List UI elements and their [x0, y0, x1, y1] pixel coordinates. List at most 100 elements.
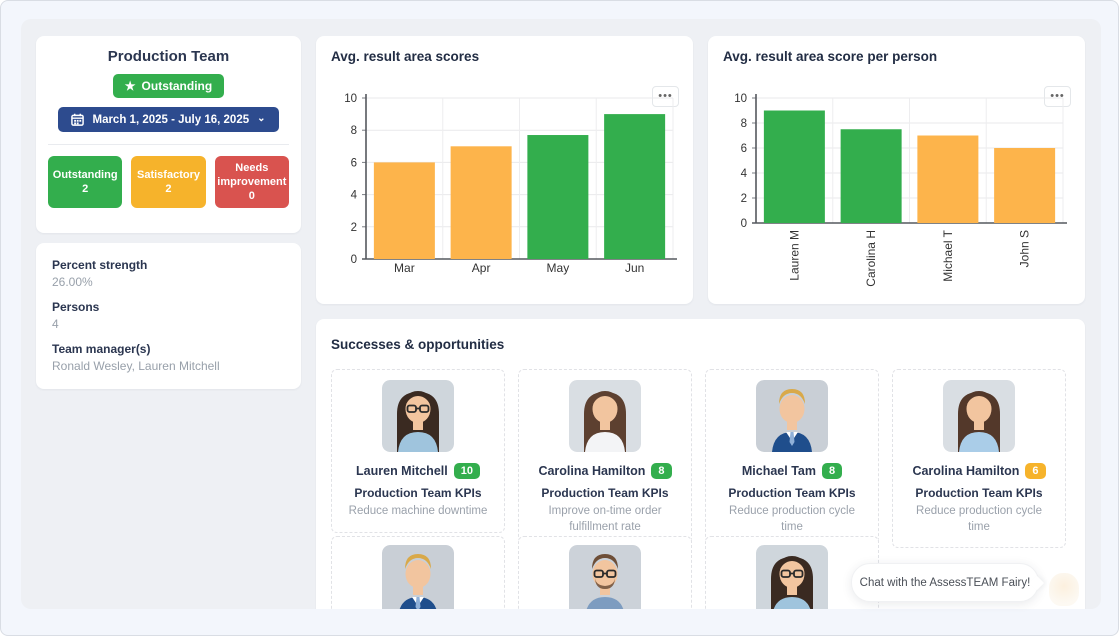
person-avatar: [569, 545, 641, 609]
kpi-label: Production Team KPIs: [728, 486, 856, 500]
stat-label: Needs improvement: [217, 161, 287, 188]
person-avatar: [756, 380, 828, 452]
svg-text:6: 6: [741, 143, 747, 155]
stat-label: Satisfactory: [137, 168, 200, 181]
ellipsis-icon: •••: [1050, 90, 1065, 102]
name-row: Lauren Mitchell 10: [340, 463, 496, 479]
info-field-label: Team manager(s): [52, 342, 151, 356]
bar-may[interactable]: [527, 135, 589, 259]
success-cards-row-1: Lauren Mitchell 10 Production Team KPIs Red…: [331, 369, 1066, 549]
svg-text:4: 4: [351, 190, 358, 202]
score-badge: 8: [821, 463, 843, 479]
stat-value: 2: [82, 183, 89, 195]
success-card-michael-tam[interactable]: Michael Tam 8 Production Team KPIs Reduce p…: [705, 369, 879, 549]
svg-text:2: 2: [741, 193, 747, 205]
score-badge: 8: [651, 463, 672, 479]
person-name: Carolina Hamilton: [538, 464, 646, 478]
bar-chart-monthly: 0 2 4 6 8 10 Mar Apr May Jun: [344, 93, 677, 275]
bar-michael-t[interactable]: [917, 135, 979, 224]
success-card-partial[interactable]: [705, 536, 879, 609]
x-tick-label: Mar: [394, 261, 415, 275]
x-tick-label: Jun: [625, 261, 644, 275]
person-name: Lauren Mitchell: [356, 464, 448, 478]
rating-stat-boxes: Outstanding 2 Satisfactory 2 Needs improveme…: [48, 156, 289, 208]
person-avatar: [756, 545, 828, 609]
fairy-ghost-icon: [1049, 573, 1079, 606]
kpi-description: Reduce machine downtime: [348, 505, 488, 517]
x-tick-label: John S: [1018, 230, 1032, 267]
bar-chart-per-person: 0 2 4 6 8 10 Lauren M Carolina H Michael T John S: [734, 93, 1067, 287]
kpi-description: Reduce production cycle time: [916, 505, 1042, 533]
stat-box-needs-improvement[interactable]: Needs improvement 0: [214, 156, 289, 208]
success-card-carolina-hamilton[interactable]: Carolina Hamilton 6 Production Team KPIs Re…: [892, 369, 1066, 549]
info-field-label: Percent strength: [52, 258, 148, 272]
success-card-carolina-hamilton[interactable]: Carolina Hamilton 8 Production Team KPIs Im…: [518, 369, 692, 549]
info-field-value: 26.00%: [52, 275, 93, 289]
stat-box-outstanding[interactable]: Outstanding 2: [48, 156, 123, 208]
chart-menu-button[interactable]: •••: [1044, 86, 1071, 107]
info-field: Persons 4: [52, 300, 285, 331]
x-tick-label: Carolina H: [864, 230, 878, 287]
person-avatar: [569, 380, 641, 452]
ellipsis-icon: •••: [658, 90, 673, 102]
kpi-label: Production Team KPIs: [915, 486, 1043, 500]
name-row: Carolina Hamilton 6: [901, 463, 1057, 479]
kpi-description: Improve on-time order fulfillment rate: [548, 505, 662, 533]
avg-result-area-score-per-person-card: Avg. result area score per person ••• 0 2…: [708, 36, 1085, 304]
chart-title: Avg. result area scores: [331, 49, 480, 64]
successes-opportunities-card: Successes & opportunities Lauren Mitchel…: [316, 319, 1085, 609]
content-panel: Production Team ★ Outstanding: [21, 19, 1101, 609]
person-avatar: [382, 545, 454, 609]
avg-result-area-scores-card: Avg. result area scores ••• 0 2 4 6 8 10 Mar Ap…: [316, 36, 693, 304]
svg-text:4: 4: [741, 168, 748, 180]
svg-text:0: 0: [741, 218, 747, 230]
stat-box-satisfactory[interactable]: Satisfactory 2: [131, 156, 206, 208]
kpi-description: Reduce production cycle time: [729, 505, 855, 533]
success-card-lauren-mitchell[interactable]: Lauren Mitchell 10 Production Team KPIs Red…: [331, 369, 505, 533]
bar-john-s[interactable]: [994, 148, 1056, 223]
svg-text:10: 10: [344, 93, 357, 105]
success-card-partial[interactable]: [331, 536, 505, 609]
star-icon: ★: [124, 79, 136, 93]
svg-text:8: 8: [351, 125, 357, 137]
chat-bubble-label: Chat with the AssessTEAM Fairy!: [859, 576, 1031, 589]
team-summary-card: Production Team ★ Outstanding: [36, 36, 301, 233]
person-name: Carolina Hamilton: [912, 464, 1020, 478]
kpi-label: Production Team KPIs: [541, 486, 669, 500]
svg-text:8: 8: [741, 118, 747, 130]
rating-badge[interactable]: ★ Outstanding: [112, 74, 225, 98]
chart-menu-button[interactable]: •••: [652, 86, 679, 107]
x-tick-label: Apr: [472, 261, 491, 275]
bar-jun[interactable]: [604, 114, 666, 259]
info-field: Team manager(s) Ronald Wesley, Lauren Mit…: [52, 342, 285, 373]
score-badge: 6: [1025, 463, 1046, 479]
svg-text:10: 10: [734, 93, 747, 105]
bar-mar[interactable]: [373, 162, 435, 259]
stat-label: Outstanding: [52, 168, 118, 181]
success-card-partial[interactable]: [518, 536, 692, 609]
date-range-label: March 1, 2025 - July 16, 2025: [92, 113, 250, 126]
stat-value: 0: [248, 190, 255, 203]
chart-title: Avg. result area score per person: [723, 49, 938, 64]
info-field: Percent strength 26.00%: [52, 258, 285, 289]
info-field-value: Ronald Wesley, Lauren Mitchell: [52, 359, 220, 373]
svg-text:2: 2: [351, 222, 357, 234]
person-avatar: [943, 380, 1015, 452]
date-range-button[interactable]: March 1, 2025 - July 16, 2025 ⌄: [58, 107, 279, 132]
x-tick-label: May: [547, 261, 570, 275]
section-title: Successes & opportunities: [331, 337, 505, 352]
chat-bubble[interactable]: Chat with the AssessTEAM Fairy!: [851, 563, 1045, 602]
svg-text:0: 0: [351, 254, 357, 266]
bar-carolina-h[interactable]: [840, 129, 902, 223]
bar-lauren-m[interactable]: [763, 110, 825, 224]
bar-apr[interactable]: [450, 146, 512, 259]
name-row: Carolina Hamilton 8: [527, 463, 683, 479]
info-field-value: 4: [52, 317, 59, 331]
name-row: Michael Tam 8: [714, 463, 870, 479]
success-cards-row-2: [331, 536, 1066, 609]
divider: [48, 144, 289, 145]
x-tick-label: Lauren M: [787, 230, 801, 281]
score-badge: 10: [453, 463, 480, 479]
x-tick-label: Michael T: [941, 229, 955, 281]
svg-text:6: 6: [351, 157, 357, 169]
